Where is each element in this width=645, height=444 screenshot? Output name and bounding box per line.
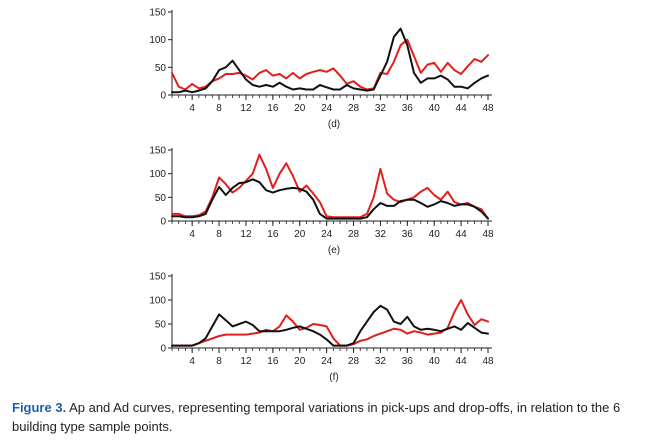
series-line-red	[171, 153, 489, 220]
x-tick-label: 4	[189, 229, 195, 240]
figure-number: Figure 3.	[12, 400, 67, 415]
x-tick-label: 44	[456, 229, 468, 240]
x-tick-label: 40	[429, 356, 441, 367]
x-tick-label: 12	[240, 229, 252, 240]
y-tick-label: 50	[155, 63, 167, 74]
x-tick-label: 48	[482, 103, 494, 114]
x-tick-label: 24	[321, 229, 333, 240]
x-tick-label: 48	[482, 229, 494, 240]
x-tick-label: 20	[294, 356, 306, 367]
y-tick-label: 0	[160, 344, 166, 355]
x-tick-label: 44	[456, 103, 468, 114]
x-tick-label: 8	[216, 229, 222, 240]
x-tick-label: 44	[456, 356, 468, 367]
panel-label: (f)	[329, 372, 338, 383]
x-tick-label: 36	[402, 103, 414, 114]
series-line-black	[171, 178, 489, 220]
x-tick-label: 32	[375, 356, 387, 367]
series-line-black	[171, 304, 489, 347]
figure-caption: Figure 3. Ap and Ad curves, representing…	[12, 398, 637, 436]
panel-label: (d)	[328, 119, 340, 130]
y-tick-label: 100	[149, 296, 166, 307]
y-tick-label: 150	[149, 8, 166, 19]
x-tick-label: 36	[402, 229, 414, 240]
x-tick-label: 12	[240, 103, 252, 114]
y-tick-label: 50	[155, 320, 167, 331]
y-tick-label: 100	[149, 169, 166, 180]
y-tick-label: 0	[160, 217, 166, 228]
panel-label: (e)	[328, 245, 340, 256]
x-tick-label: 16	[267, 356, 279, 367]
y-tick-label: 100	[149, 35, 166, 46]
x-tick-label: 12	[240, 356, 252, 367]
x-tick-label: 28	[348, 103, 360, 114]
x-tick-label: 4	[189, 356, 195, 367]
caption-text: Ap and Ad curves, representing temporal …	[12, 400, 621, 434]
x-tick-label: 40	[429, 229, 441, 240]
series-line-red	[171, 38, 489, 91]
x-tick-label: 28	[348, 229, 360, 240]
y-tick-label: 50	[155, 193, 167, 204]
series-line-red	[171, 299, 489, 347]
x-tick-label: 16	[267, 229, 279, 240]
x-tick-label: 32	[375, 229, 387, 240]
x-tick-label: 48	[482, 356, 494, 367]
x-tick-label: 32	[375, 103, 387, 114]
y-tick-label: 150	[149, 146, 166, 157]
x-tick-label: 24	[321, 103, 333, 114]
x-tick-label: 20	[294, 229, 306, 240]
x-tick-label: 8	[216, 103, 222, 114]
series-line-black	[171, 27, 489, 94]
x-tick-label: 36	[402, 356, 414, 367]
x-tick-label: 40	[429, 103, 441, 114]
x-tick-label: 20	[294, 103, 306, 114]
x-tick-label: 4	[189, 103, 195, 114]
x-tick-label: 28	[348, 356, 360, 367]
y-tick-label: 0	[160, 91, 166, 102]
x-tick-label: 24	[321, 356, 333, 367]
y-tick-label: 150	[149, 272, 166, 283]
x-tick-label: 8	[216, 356, 222, 367]
x-tick-label: 16	[267, 103, 279, 114]
